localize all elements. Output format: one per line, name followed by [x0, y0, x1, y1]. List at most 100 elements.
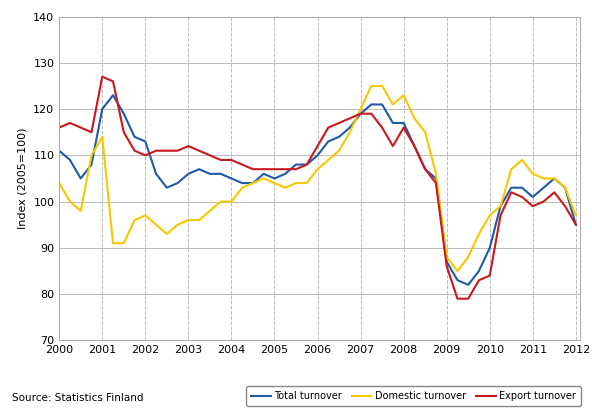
Domestic turnover	[141, 213, 149, 218]
Total turnover	[572, 222, 580, 227]
Domestic turnover	[551, 176, 558, 181]
Total turnover	[390, 120, 397, 125]
Total turnover	[141, 139, 149, 144]
Domestic turnover	[260, 176, 267, 181]
Export turnover	[336, 120, 343, 125]
Total turnover	[378, 102, 385, 107]
Total turnover	[88, 162, 95, 167]
Export turnover	[185, 144, 192, 149]
Domestic turnover	[185, 217, 192, 222]
Domestic turnover	[88, 153, 95, 158]
Line: Export turnover: Export turnover	[59, 77, 576, 299]
Domestic turnover	[486, 213, 493, 218]
Domestic turnover	[239, 185, 246, 190]
Total turnover	[163, 185, 170, 190]
Total turnover	[99, 107, 106, 112]
Export turnover	[368, 111, 375, 116]
Total turnover	[551, 176, 558, 181]
Total turnover	[239, 181, 246, 186]
Total turnover	[422, 167, 429, 172]
Export turnover	[249, 167, 256, 172]
Total turnover	[292, 162, 300, 167]
Domestic turnover	[572, 213, 580, 218]
Total turnover	[519, 185, 526, 190]
Total turnover	[271, 176, 278, 181]
Export turnover	[497, 213, 504, 218]
Total turnover	[77, 176, 84, 181]
Domestic turnover	[400, 93, 407, 98]
Domestic turnover	[346, 130, 353, 135]
Export turnover	[110, 79, 117, 84]
Export turnover	[239, 162, 246, 167]
Domestic turnover	[282, 185, 289, 190]
Export turnover	[292, 167, 300, 172]
Domestic turnover	[77, 208, 84, 213]
Total turnover	[454, 278, 461, 283]
Domestic turnover	[454, 269, 461, 273]
Domestic turnover	[465, 254, 472, 259]
Domestic turnover	[66, 199, 73, 204]
Domestic turnover	[314, 167, 321, 172]
Total turnover	[185, 171, 192, 176]
Export turnover	[357, 111, 364, 116]
Domestic turnover	[195, 217, 202, 222]
Domestic turnover	[249, 181, 256, 186]
Total turnover	[228, 176, 235, 181]
Domestic turnover	[529, 171, 536, 176]
Domestic turnover	[336, 148, 343, 153]
Export turnover	[303, 162, 310, 167]
Total turnover	[562, 185, 569, 190]
Export turnover	[400, 125, 407, 130]
Domestic turnover	[292, 181, 300, 186]
Total turnover	[195, 167, 202, 172]
Export turnover	[131, 148, 138, 153]
Total turnover	[153, 171, 160, 176]
Export turnover	[411, 144, 418, 149]
Export turnover	[475, 278, 482, 283]
Total turnover	[529, 195, 536, 200]
Line: Total turnover: Total turnover	[59, 95, 576, 285]
Total turnover	[497, 204, 504, 209]
Total turnover	[357, 111, 364, 116]
Total turnover	[260, 171, 267, 176]
Export turnover	[390, 144, 397, 149]
Export turnover	[260, 167, 267, 172]
Total turnover	[432, 176, 439, 181]
Export turnover	[529, 204, 536, 209]
Domestic turnover	[368, 83, 375, 88]
Domestic turnover	[174, 222, 181, 227]
Domestic turnover	[432, 171, 439, 176]
Export turnover	[163, 148, 170, 153]
Total turnover	[217, 171, 224, 176]
Export turnover	[271, 167, 278, 172]
Domestic turnover	[228, 199, 235, 204]
Domestic turnover	[378, 83, 385, 88]
Total turnover	[303, 162, 310, 167]
Line: Domestic turnover: Domestic turnover	[59, 86, 576, 271]
Export turnover	[207, 153, 214, 158]
Total turnover	[475, 269, 482, 273]
Domestic turnover	[411, 116, 418, 121]
Export turnover	[443, 264, 451, 269]
Domestic turnover	[217, 199, 224, 204]
Export turnover	[120, 130, 127, 135]
Domestic turnover	[163, 232, 170, 237]
Export turnover	[325, 125, 332, 130]
Domestic turnover	[207, 208, 214, 213]
Export turnover	[195, 148, 202, 153]
Export turnover	[174, 148, 181, 153]
Export turnover	[422, 167, 429, 172]
Total turnover	[174, 181, 181, 186]
Total turnover	[282, 171, 289, 176]
Export turnover	[56, 125, 63, 130]
Domestic turnover	[303, 181, 310, 186]
Export turnover	[551, 190, 558, 195]
Export turnover	[314, 144, 321, 149]
Domestic turnover	[390, 102, 397, 107]
Export turnover	[378, 125, 385, 130]
Total turnover	[443, 259, 451, 264]
Domestic turnover	[153, 222, 160, 227]
Domestic turnover	[131, 217, 138, 222]
Total turnover	[66, 157, 73, 162]
Total turnover	[346, 125, 353, 130]
